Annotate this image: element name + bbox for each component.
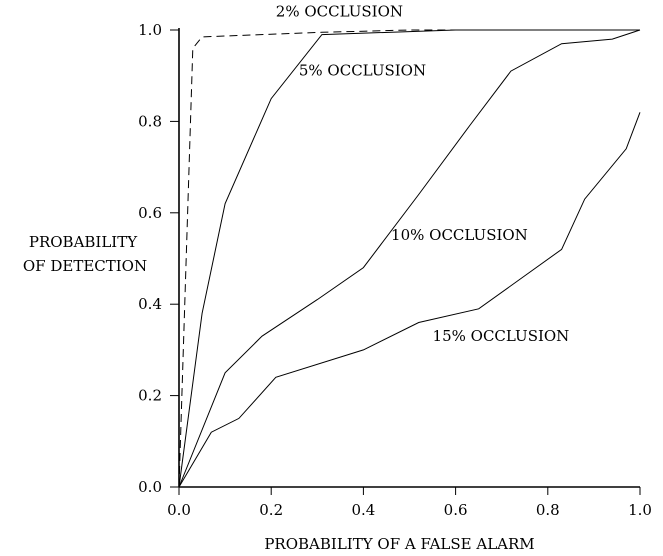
axes-group xyxy=(178,28,640,488)
series-line-2pct-occlusion xyxy=(178,29,640,488)
series-label-5pct-occlusion: 5% OCCLUSION xyxy=(299,62,426,80)
x-tick-label: 1.0 xyxy=(628,501,652,519)
x-tick-label: 0.6 xyxy=(444,501,468,519)
x-axis-title: PROBABILITY OF A FALSE ALARM xyxy=(264,535,534,553)
x-tick-label: 0.4 xyxy=(351,501,375,519)
x-tick-label: 0.0 xyxy=(167,501,191,519)
series-label-10pct-occlusion: 10% OCCLUSION xyxy=(391,226,528,244)
series-label-2pct-occlusion: 2% OCCLUSION xyxy=(276,2,403,20)
series-line-10pct-occlusion xyxy=(178,29,641,488)
y-tick-label: 1.0 xyxy=(138,21,162,39)
y-axis-title-line-2: OF DETECTION xyxy=(23,257,147,275)
y-tick-label: 0.0 xyxy=(138,478,162,496)
ticks-group: 0.0 0.2 0.4 0.6 0.8 1.0 0.0 0.2 0.4 0.6 0.8 1.0 xyxy=(138,21,652,519)
y-tick-label: 0.2 xyxy=(138,387,162,405)
series-group xyxy=(178,29,641,488)
y-tick-label: 0.6 xyxy=(138,204,162,222)
y-axis-title-line-1: PROBABILITY xyxy=(29,233,138,251)
y-tick-label: 0.4 xyxy=(138,295,162,313)
x-tick-label: 0.8 xyxy=(536,501,560,519)
series-line-5pct-occlusion xyxy=(178,29,640,488)
series-labels-group: 2% OCCLUSION 5% OCCLUSION 10% OCCLUSION 15%… xyxy=(276,2,570,344)
y-tick-label: 0.8 xyxy=(138,112,162,130)
x-tick-label: 0.2 xyxy=(259,501,283,519)
series-line-15pct-occlusion xyxy=(178,112,641,488)
series-label-15pct-occlusion: 15% OCCLUSION xyxy=(433,327,570,345)
